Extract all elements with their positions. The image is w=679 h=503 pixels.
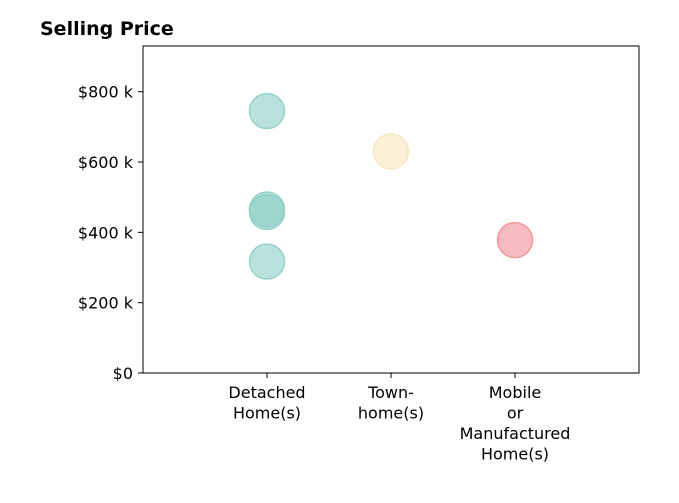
x-tick-label-line: Home(s): [481, 445, 549, 464]
x-tick-label-line: home(s): [358, 404, 424, 423]
y-tick-label: $800 k: [78, 83, 134, 102]
x-tick-label: Town-home(s): [358, 383, 424, 423]
y-tick-label: $400 k: [78, 223, 134, 242]
x-tick-label-line: or: [507, 404, 524, 423]
y-tick-label: $0: [113, 364, 133, 383]
chart-title: Selling Price: [40, 18, 174, 40]
data-point: [248, 92, 286, 130]
x-tick-label-line: Manufactured: [460, 424, 571, 443]
x-tick-label-line: Home(s): [233, 404, 301, 423]
y-tick-label: $200 k: [78, 294, 134, 313]
data-point: [248, 193, 286, 231]
y-axis: $0 $200 k $400 k $600 k $800 k: [78, 83, 143, 383]
plot-frame: [142, 45, 640, 374]
x-tick-label: Mobile or Manufactured Home(s): [460, 383, 571, 464]
data-points: [248, 92, 534, 280]
data-point: [248, 243, 286, 280]
y-tick-label: $600 k: [78, 153, 134, 172]
x-axis: Detached Home(s) Town-home(s) Mobile or Manuf…: [228, 373, 570, 464]
x-tick-label-line: Town-: [367, 383, 414, 402]
data-point: [372, 133, 410, 170]
data-point: [496, 221, 534, 259]
x-tick-label-line: Mobile: [489, 383, 541, 402]
x-tick-label: Detached Home(s): [228, 383, 305, 423]
x-tick-label-line: Detached: [228, 383, 305, 402]
